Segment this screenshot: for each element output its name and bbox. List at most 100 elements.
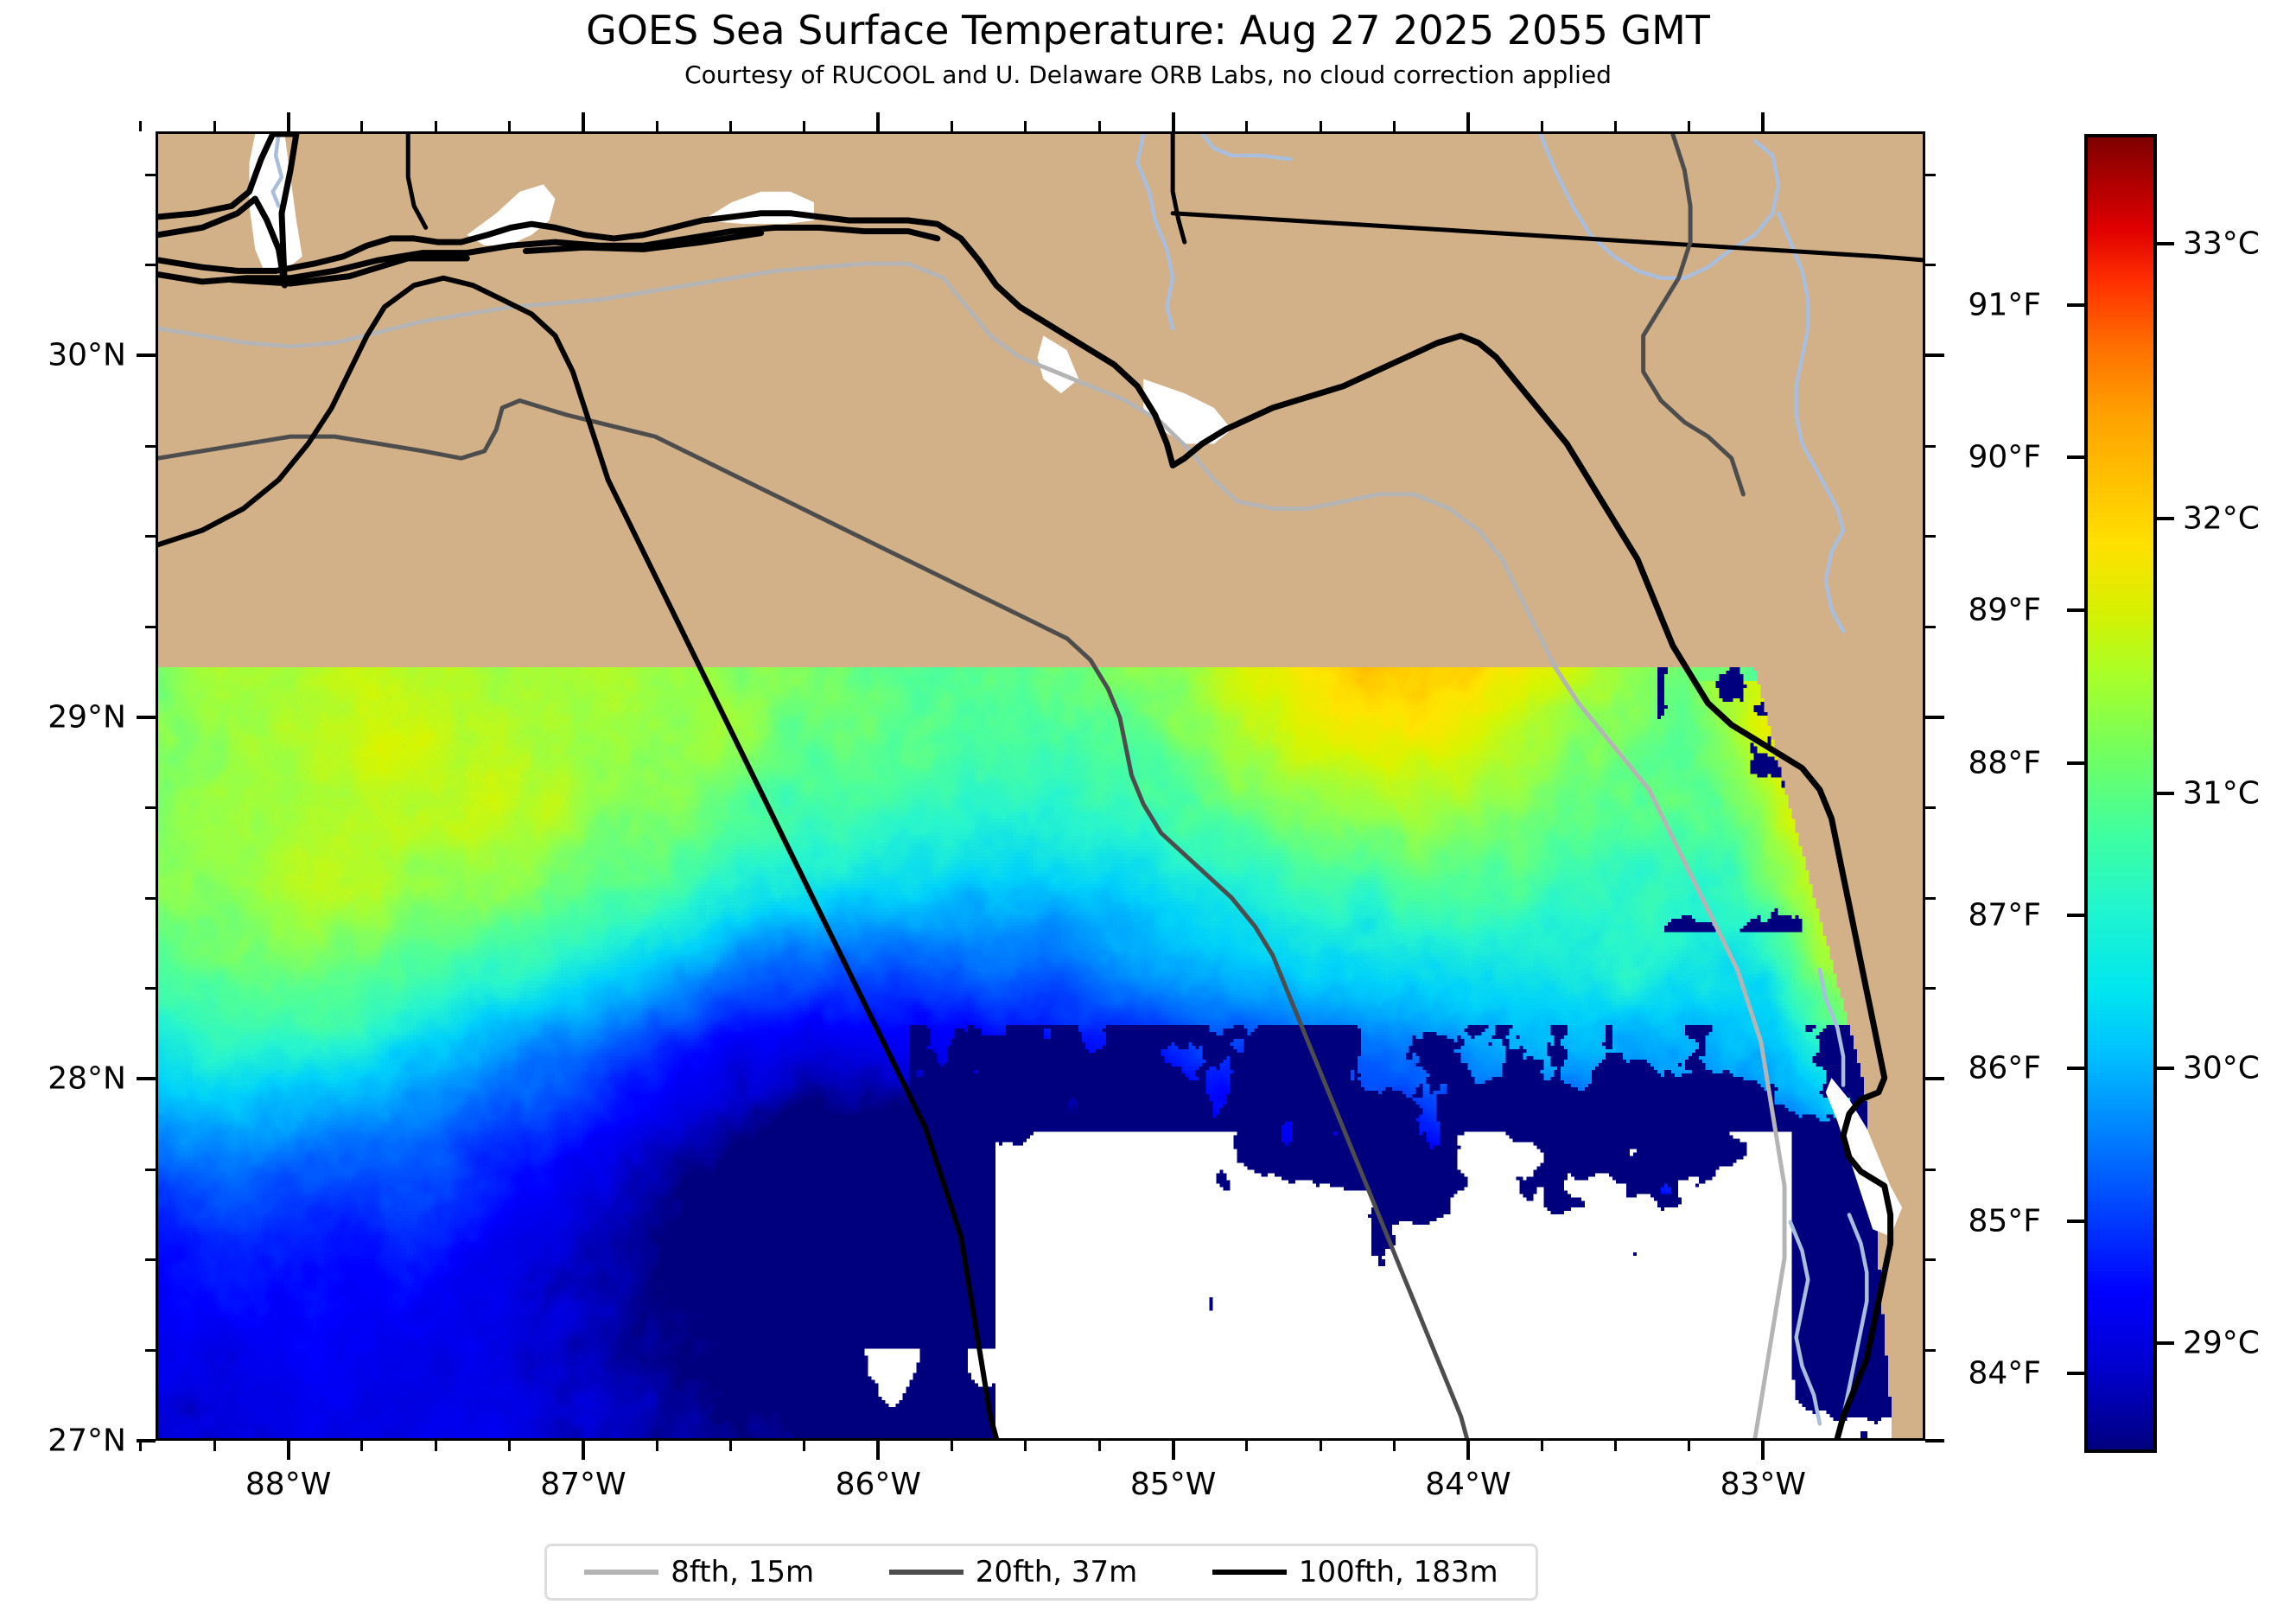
x-tick-minor-top	[803, 121, 806, 131]
x-tick-minor-top	[951, 121, 954, 131]
x-tick-major	[1466, 1441, 1470, 1460]
colorbar-label-celsius: 32°C	[2183, 500, 2260, 537]
y-tick-minor	[145, 1168, 156, 1171]
colorbar[interactable]	[2084, 134, 2157, 1453]
y-tick-minor	[145, 264, 156, 267]
y-axis-label: 28°N	[48, 1060, 126, 1097]
x-tick-minor	[213, 1441, 216, 1451]
colorbar-tick-celsius	[2157, 792, 2174, 795]
colorbar-tick-fahrenheit	[2067, 761, 2084, 765]
y-tick-minor	[145, 1258, 156, 1262]
y-axis-label: 30°N	[48, 337, 126, 373]
y-tick-minor-right	[1925, 1348, 1936, 1352]
y-tick-minor-right	[1925, 896, 1936, 900]
legend-item: 20fth, 37m	[888, 1555, 1138, 1589]
x-axis-label: 83°W	[1720, 1467, 1806, 1502]
colorbar-label-fahrenheit: 88°F	[1968, 745, 2041, 781]
x-tick-minor-top	[1688, 121, 1691, 131]
x-tick-major-top	[1761, 112, 1765, 131]
coastline-path	[158, 224, 941, 285]
y-tick-major-right	[1925, 715, 1944, 719]
map-plot-area[interactable]	[156, 131, 1925, 1441]
legend-line-swatch	[888, 1570, 964, 1575]
x-tick-minor-top	[434, 121, 437, 131]
river-line	[1135, 134, 1175, 331]
x-tick-major	[1171, 1441, 1175, 1460]
page-title: GOES Sea Surface Temperature: Aug 27 202…	[586, 7, 1710, 54]
coastline-path	[228, 255, 470, 287]
colorbar-tick-celsius	[2157, 242, 2174, 246]
map-overlay-vectors	[158, 134, 1923, 1438]
x-tick-major	[286, 1441, 290, 1460]
bathymetry-contours	[158, 134, 1787, 1438]
y-axis-label: 27°N	[48, 1423, 126, 1459]
bathymetry-contour	[158, 398, 1469, 1438]
page-subtitle: Courtesy of RUCOOL and U. Delaware ORB L…	[684, 61, 1612, 89]
x-tick-minor	[508, 1441, 512, 1451]
x-tick-minor-top	[360, 121, 364, 131]
y-tick-major-right	[1925, 1439, 1944, 1442]
x-tick-minor-top	[1319, 121, 1322, 131]
x-tick-major-top	[876, 112, 881, 131]
x-axis-label: 85°W	[1129, 1467, 1217, 1502]
legend-item: 100fth, 183m	[1212, 1555, 1498, 1589]
colorbar-label-celsius: 33°C	[2183, 226, 2260, 262]
colorbar-label-celsius: 29°C	[2183, 1325, 2260, 1361]
legend-item-label: 20fth, 37m	[975, 1555, 1138, 1589]
y-axis-label: 29°N	[48, 699, 126, 736]
river-line	[1776, 211, 1846, 532]
legend-item-label: 8fth, 15m	[671, 1555, 815, 1589]
river-line	[1538, 134, 1781, 280]
x-tick-minor	[1319, 1441, 1322, 1451]
y-tick-major	[137, 1439, 156, 1442]
y-tick-major	[137, 353, 156, 358]
x-tick-minor-top	[139, 121, 143, 131]
y-tick-minor	[145, 444, 156, 448]
legend-item-label: 100fth, 183m	[1298, 1555, 1498, 1589]
x-tick-minor	[434, 1441, 437, 1451]
x-tick-minor-top	[1393, 121, 1396, 131]
y-tick-major	[137, 1077, 156, 1081]
x-tick-minor	[139, 1441, 143, 1451]
y-tick-minor	[145, 987, 156, 990]
x-tick-minor-top	[1540, 121, 1543, 131]
coastline-path	[158, 134, 300, 289]
y-tick-minor-right	[1925, 444, 1936, 448]
x-tick-minor	[803, 1441, 806, 1451]
x-tick-minor-top	[1245, 121, 1249, 131]
y-tick-minor-right	[1925, 535, 1936, 538]
y-tick-minor	[145, 625, 156, 628]
x-tick-minor	[360, 1441, 364, 1451]
y-tick-minor	[145, 173, 156, 176]
x-tick-minor-top	[1024, 121, 1027, 131]
y-tick-major	[137, 715, 156, 719]
y-tick-minor-right	[1925, 987, 1936, 990]
x-axis-label: 88°W	[245, 1467, 332, 1502]
bathymetry-contour	[1641, 134, 1746, 497]
x-tick-minor	[1393, 1441, 1396, 1451]
colorbar-gradient	[2088, 137, 2153, 1449]
colorbar-label-fahrenheit: 84°F	[1968, 1355, 2041, 1392]
bay-water-polygon	[467, 184, 556, 246]
colorbar-tick-fahrenheit	[2067, 1372, 2084, 1376]
colorbar-tick-celsius	[2157, 517, 2174, 521]
y-tick-minor-right	[1925, 1258, 1936, 1262]
x-tick-minor-top	[508, 121, 512, 131]
colorbar-tick-fahrenheit	[2067, 1066, 2084, 1070]
bathymetry-contour	[158, 261, 1787, 1438]
y-tick-major-right	[1925, 1077, 1944, 1081]
colorbar-label-celsius: 30°C	[2183, 1050, 2260, 1086]
bathymetry-contour	[158, 275, 999, 1438]
y-tick-minor	[145, 1348, 156, 1352]
y-tick-major-right	[1925, 353, 1944, 358]
x-tick-major-top	[1466, 112, 1470, 131]
x-tick-minor	[951, 1441, 954, 1451]
x-tick-minor	[1540, 1441, 1543, 1451]
colorbar-tick-fahrenheit	[2067, 608, 2084, 613]
x-axis-label: 86°W	[835, 1467, 921, 1502]
x-tick-major-top	[581, 112, 585, 131]
x-axis-label: 84°W	[1425, 1467, 1511, 1502]
legend-line-swatch	[584, 1570, 659, 1575]
bathymetry-legend: 8fth, 15m 20fth, 37m 100fth, 183m	[544, 1544, 1538, 1601]
